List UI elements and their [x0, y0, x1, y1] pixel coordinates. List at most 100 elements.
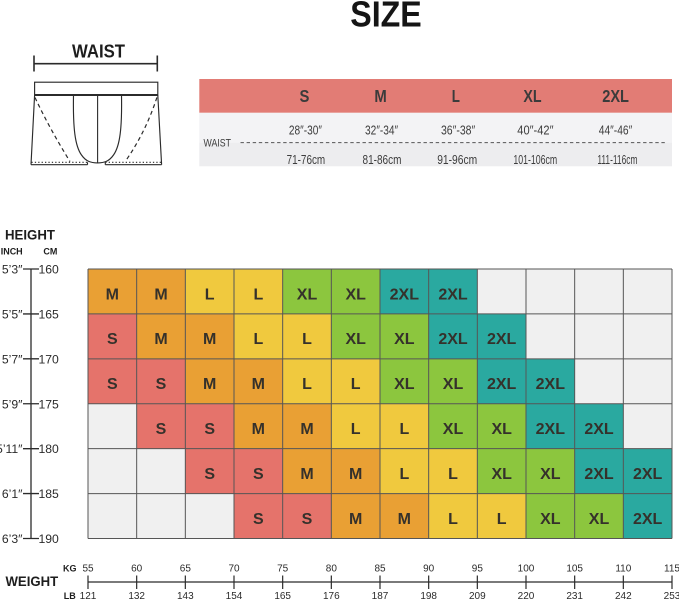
svg-text:143: 143	[177, 591, 194, 600]
svg-text:S: S	[156, 376, 167, 393]
svg-text:L: L	[448, 466, 458, 483]
svg-text:165: 165	[39, 307, 60, 321]
svg-text:XL: XL	[443, 421, 464, 438]
svg-text:2XL: 2XL	[487, 376, 517, 393]
svg-text:170: 170	[39, 352, 60, 366]
svg-text:L: L	[205, 286, 215, 303]
svg-text:S: S	[302, 511, 313, 528]
svg-text:100: 100	[518, 564, 535, 575]
svg-text:L: L	[253, 286, 263, 303]
svg-text:6’1″: 6’1″	[2, 487, 23, 501]
svg-text:M: M	[252, 421, 265, 438]
svg-text:65: 65	[180, 564, 192, 575]
svg-text:XL: XL	[345, 331, 366, 348]
svg-text:XL: XL	[394, 331, 415, 348]
svg-text:M: M	[106, 286, 119, 303]
svg-text:90: 90	[423, 564, 435, 575]
svg-text:81-86cm: 81-86cm	[363, 152, 402, 167]
svg-text:2XL: 2XL	[584, 421, 614, 438]
svg-text:101-106cm: 101-106cm	[513, 152, 557, 167]
svg-text:S: S	[156, 421, 167, 438]
svg-text:L: L	[302, 331, 312, 348]
svg-text:S: S	[253, 466, 264, 483]
svg-text:231: 231	[566, 591, 583, 600]
svg-text:L: L	[448, 511, 458, 528]
svg-text:XL: XL	[540, 466, 561, 483]
svg-text:CM: CM	[43, 246, 57, 256]
svg-text:2XL: 2XL	[584, 466, 614, 483]
svg-text:HEIGHT: HEIGHT	[5, 226, 55, 242]
svg-text:2XL: 2XL	[602, 86, 629, 106]
svg-text:S: S	[300, 86, 310, 106]
svg-text:187: 187	[372, 591, 389, 600]
svg-text:M: M	[374, 86, 386, 106]
svg-text:M: M	[203, 376, 216, 393]
svg-text:175: 175	[39, 397, 60, 411]
svg-text:XL: XL	[345, 286, 366, 303]
svg-text:M: M	[349, 511, 362, 528]
svg-text:M: M	[154, 331, 167, 348]
svg-text:91-96cm: 91-96cm	[437, 152, 477, 167]
svg-text:85: 85	[374, 564, 386, 575]
svg-text:KG: KG	[63, 564, 77, 574]
svg-text:36″-38″: 36″-38″	[441, 122, 476, 137]
svg-text:XL: XL	[443, 376, 464, 393]
svg-text:XL: XL	[297, 286, 318, 303]
svg-text:28″-30″: 28″-30″	[289, 122, 322, 137]
svg-text:55: 55	[82, 564, 94, 575]
svg-text:121: 121	[80, 591, 97, 600]
svg-text:2XL: 2XL	[390, 286, 420, 303]
svg-text:XL: XL	[540, 511, 561, 528]
svg-text:5’3″: 5’3″	[2, 263, 23, 277]
svg-text:2XL: 2XL	[487, 331, 517, 348]
svg-text:190: 190	[39, 532, 60, 546]
svg-text:S: S	[204, 466, 215, 483]
svg-text:L: L	[399, 466, 409, 483]
svg-text:5’5″: 5’5″	[2, 307, 23, 321]
svg-text:160: 160	[39, 263, 60, 277]
svg-text:XL: XL	[491, 421, 512, 438]
svg-text:110: 110	[615, 564, 631, 575]
svg-text:L: L	[253, 331, 263, 348]
svg-text:32″-34″: 32″-34″	[365, 122, 398, 137]
svg-text:132: 132	[128, 591, 145, 600]
svg-text:L: L	[452, 86, 460, 106]
svg-text:2XL: 2XL	[633, 466, 663, 483]
svg-text:105: 105	[566, 564, 583, 575]
svg-text:75: 75	[277, 564, 289, 575]
svg-text:2XL: 2XL	[536, 376, 566, 393]
svg-text:5’9″: 5’9″	[2, 397, 23, 411]
svg-text:WEIGHT: WEIGHT	[6, 574, 59, 589]
svg-text:M: M	[349, 466, 362, 483]
svg-text:2XL: 2XL	[438, 331, 468, 348]
svg-text:80: 80	[326, 564, 338, 575]
svg-text:L: L	[302, 376, 312, 393]
svg-text:253: 253	[664, 591, 679, 600]
svg-text:95: 95	[472, 564, 484, 575]
svg-text:S: S	[253, 511, 264, 528]
svg-text:60: 60	[131, 564, 143, 575]
svg-text:XL: XL	[394, 376, 415, 393]
svg-text:2XL: 2XL	[536, 421, 566, 438]
svg-text:71-76cm: 71-76cm	[287, 152, 326, 167]
svg-text:S: S	[107, 331, 118, 348]
svg-text:L: L	[351, 376, 361, 393]
svg-text:LB: LB	[64, 591, 76, 600]
svg-text:M: M	[203, 331, 216, 348]
svg-text:XL: XL	[491, 466, 512, 483]
svg-text:220: 220	[518, 591, 535, 600]
svg-text:M: M	[252, 376, 265, 393]
svg-text:40″-42″: 40″-42″	[517, 122, 554, 137]
svg-text:L: L	[497, 511, 507, 528]
svg-text:SIZE: SIZE	[350, 0, 422, 35]
svg-text:70: 70	[228, 564, 240, 575]
svg-text:XL: XL	[523, 86, 541, 106]
svg-text:S: S	[107, 376, 118, 393]
svg-text:180: 180	[39, 442, 60, 456]
svg-text:2XL: 2XL	[438, 286, 468, 303]
svg-text:154: 154	[226, 591, 243, 600]
svg-text:5’11″: 5’11″	[0, 442, 23, 456]
svg-text:M: M	[300, 466, 313, 483]
svg-text:111-116cm: 111-116cm	[597, 152, 637, 167]
svg-text:44″-46″: 44″-46″	[599, 122, 633, 137]
